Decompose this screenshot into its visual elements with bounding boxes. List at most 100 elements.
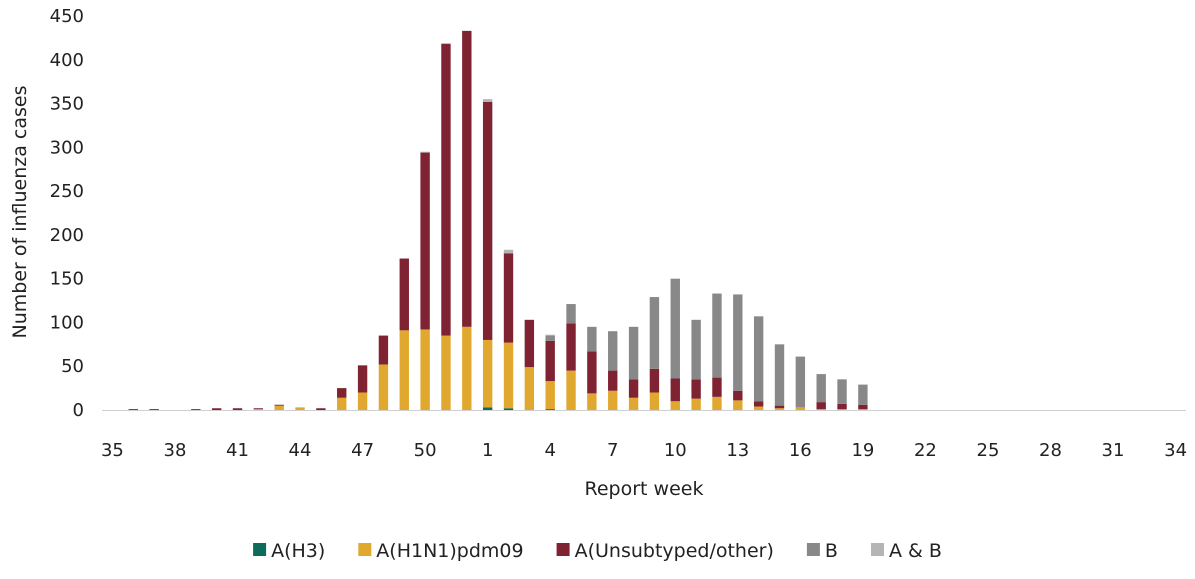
bar-segment bbox=[712, 377, 722, 397]
bar-segment bbox=[858, 384, 868, 405]
bar-segment bbox=[337, 397, 347, 410]
bar-segment bbox=[608, 370, 618, 391]
bar-segment bbox=[774, 405, 785, 409]
bar-segment bbox=[253, 409, 264, 410]
legend-swatch bbox=[871, 543, 884, 556]
bar-segment bbox=[774, 408, 785, 410]
bar-segment bbox=[295, 407, 305, 410]
x-axis-ticks: 35 38 41 44 47 50 1 4 7 10 13 16 19 22 25 28 31 34 bbox=[101, 440, 1187, 461]
bar-segment bbox=[628, 397, 639, 410]
legend-label: B bbox=[825, 540, 838, 562]
bar-segment bbox=[670, 401, 680, 410]
bar-segment bbox=[670, 278, 680, 379]
x-tick-label: 47 bbox=[351, 440, 374, 461]
bar-segment bbox=[378, 335, 389, 365]
bar-segment bbox=[462, 30, 472, 327]
x-tick-label: 16 bbox=[789, 440, 812, 461]
legend-swatch bbox=[253, 543, 267, 556]
bar-segment bbox=[712, 396, 722, 410]
legend-swatch bbox=[556, 543, 570, 556]
bar-segment bbox=[795, 356, 806, 408]
bar-segment bbox=[753, 316, 764, 402]
bar-segment bbox=[733, 294, 743, 391]
bar-segment bbox=[420, 329, 430, 410]
bar-segment bbox=[774, 344, 785, 406]
x-tick-label: 28 bbox=[1039, 440, 1062, 461]
x-tick-label: 41 bbox=[226, 440, 249, 461]
bar-segment bbox=[482, 407, 493, 410]
y-tick-label: 450 bbox=[50, 6, 84, 27]
bar-segment bbox=[128, 409, 138, 410]
y-tick-label: 100 bbox=[50, 312, 84, 333]
bar-segment bbox=[566, 370, 576, 410]
bar-segment bbox=[691, 319, 701, 380]
bar-segment bbox=[524, 319, 535, 368]
bar-segment bbox=[691, 379, 701, 399]
y-tick-label: 150 bbox=[50, 269, 84, 290]
bar-segment bbox=[399, 258, 409, 331]
bar-segment bbox=[337, 388, 347, 398]
bar-segment bbox=[316, 408, 326, 410]
bar-segment bbox=[482, 339, 493, 408]
bar-segment bbox=[420, 151, 430, 153]
bar-segment bbox=[545, 334, 555, 336]
bar-segment bbox=[545, 335, 555, 341]
bar-segment bbox=[753, 401, 764, 407]
bar-segment bbox=[441, 335, 451, 410]
bar-segment bbox=[733, 390, 743, 401]
x-tick-label: 19 bbox=[851, 440, 874, 461]
bar-segment bbox=[587, 326, 597, 352]
bar-segment bbox=[357, 392, 368, 410]
x-tick-label: 1 bbox=[482, 440, 493, 461]
bar-segment bbox=[608, 390, 618, 410]
bar-segment bbox=[545, 409, 555, 410]
bar-segment bbox=[399, 330, 409, 410]
x-tick-label: 44 bbox=[289, 440, 312, 461]
bar-segment bbox=[670, 378, 680, 402]
y-axis-ticks: 0 50 100 150 200 250 300 350 400 450 bbox=[50, 6, 84, 421]
bar-segment bbox=[274, 405, 284, 410]
bar-segment bbox=[566, 304, 576, 324]
bar-segment bbox=[649, 368, 660, 393]
bar-segment bbox=[274, 404, 284, 406]
bar-segment bbox=[441, 43, 451, 45]
bar-segment bbox=[253, 408, 264, 410]
legend-swatch bbox=[806, 543, 820, 556]
bar-segment bbox=[795, 407, 806, 410]
bar-segment bbox=[378, 364, 389, 410]
y-tick-label: 0 bbox=[73, 400, 84, 421]
bar-segment bbox=[649, 297, 660, 369]
legend-label: A & B bbox=[889, 540, 942, 562]
bar-segment bbox=[441, 44, 451, 336]
legend-label: A(H1N1)pdm09 bbox=[376, 540, 523, 562]
bars-group bbox=[128, 30, 868, 410]
bar-segment bbox=[503, 249, 514, 254]
x-tick-label: 38 bbox=[164, 440, 187, 461]
bar-segment bbox=[858, 409, 868, 410]
bar-segment bbox=[691, 398, 701, 410]
y-tick-label: 50 bbox=[61, 356, 84, 377]
bar-segment bbox=[482, 101, 493, 340]
x-tick-label: 4 bbox=[544, 440, 555, 461]
x-tick-label: 35 bbox=[101, 440, 124, 461]
x-axis-title: Report week bbox=[585, 478, 704, 500]
bar-segment bbox=[753, 406, 764, 410]
y-tick-label: 400 bbox=[50, 50, 84, 71]
bar-segment bbox=[545, 381, 555, 410]
bar-segment bbox=[545, 340, 555, 382]
bar-segment bbox=[420, 152, 430, 330]
bar-segment bbox=[566, 323, 576, 371]
legend-swatch bbox=[358, 543, 372, 556]
bar-segment bbox=[524, 367, 535, 410]
bar-segment bbox=[858, 404, 868, 410]
y-tick-label: 200 bbox=[50, 225, 84, 246]
bar-segment bbox=[211, 408, 222, 410]
x-tick-label: 22 bbox=[914, 440, 937, 461]
bar-segment bbox=[816, 374, 826, 403]
bar-segment bbox=[837, 403, 847, 410]
bar-segment bbox=[587, 393, 597, 410]
bar-segment bbox=[232, 408, 243, 410]
y-axis-title: Number of influenza cases bbox=[9, 85, 31, 338]
